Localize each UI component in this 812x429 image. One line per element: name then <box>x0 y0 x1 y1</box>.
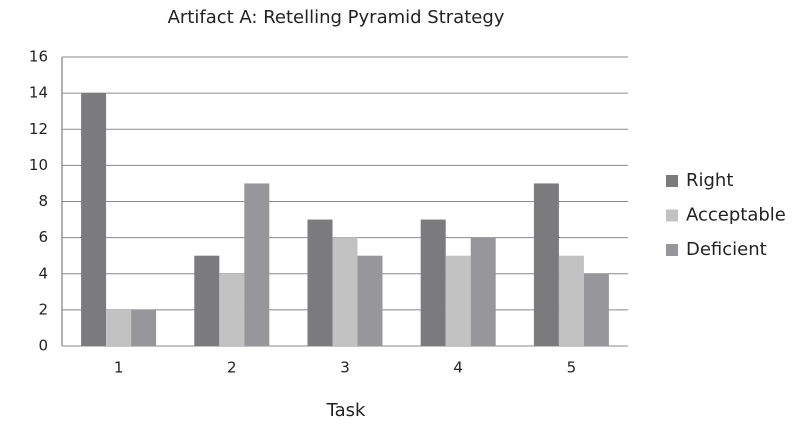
bar <box>357 255 383 346</box>
bar <box>558 255 584 346</box>
y-tick-label: 12 <box>29 120 48 138</box>
x-tick-label: 1 <box>114 359 124 377</box>
bar <box>106 309 132 346</box>
x-tick-label: 4 <box>453 359 463 377</box>
bar <box>131 309 157 346</box>
bar <box>244 183 270 346</box>
legend-swatch <box>666 209 678 222</box>
bar <box>420 219 446 346</box>
y-tick-label: 14 <box>29 84 48 102</box>
bar <box>194 255 220 346</box>
bar <box>533 183 559 346</box>
legend-swatch <box>666 244 678 256</box>
bar <box>307 219 333 346</box>
x-tick-label: 2 <box>227 359 237 377</box>
legend-label: Deficient <box>686 239 767 260</box>
y-tick-label: 0 <box>38 337 48 355</box>
y-tick-label: 8 <box>38 192 48 210</box>
bar <box>445 255 471 346</box>
bar <box>81 93 107 346</box>
x-tick-label: 3 <box>340 359 350 377</box>
x-axis-label: Task <box>326 400 366 421</box>
y-tick-label: 16 <box>29 48 48 66</box>
y-tick-label: 4 <box>38 264 48 282</box>
bar <box>219 273 245 346</box>
bar <box>332 237 358 346</box>
y-tick-label: 2 <box>38 300 48 318</box>
y-tick-label: 10 <box>29 156 48 174</box>
bar <box>470 237 496 346</box>
legend-swatch <box>666 175 678 187</box>
chart-title: Artifact A: Retelling Pyramid Strategy <box>168 7 505 28</box>
y-tick-label: 6 <box>38 228 48 246</box>
legend-label: Right <box>686 170 733 191</box>
x-tick-label: 5 <box>567 359 577 377</box>
legend-label: Acceptable <box>686 205 786 226</box>
bar <box>583 273 609 346</box>
